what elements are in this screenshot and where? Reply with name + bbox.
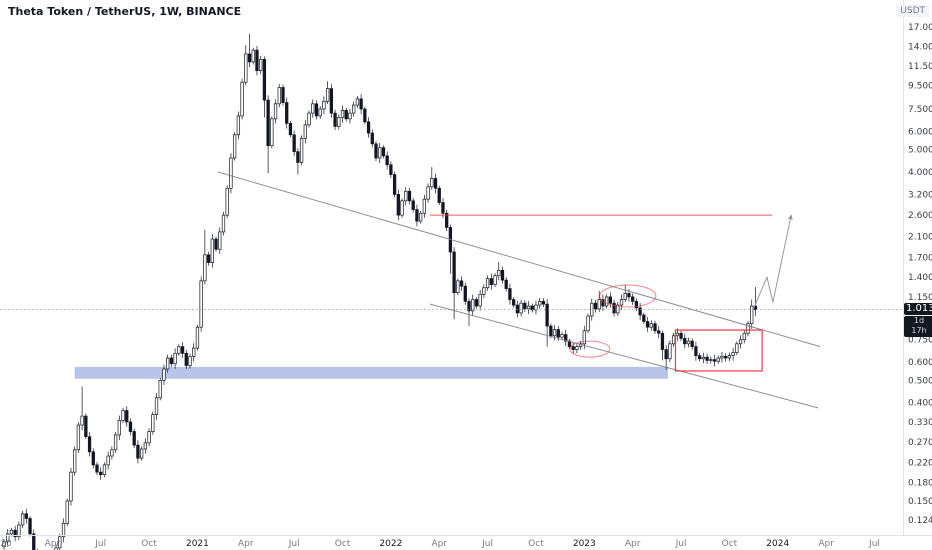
time-tick-label: Oct — [335, 539, 351, 549]
price-axis[interactable]: 17.000 14.000 11.500 9.500 7.500 6.000 5.000 4.… — [908, 23, 932, 526]
time-tick-label: Oct — [722, 539, 738, 549]
price-tick-label: 4.000 — [908, 168, 932, 178]
projection-arrow[interactable] — [751, 214, 793, 313]
time-tick-label: 2021 — [186, 539, 209, 549]
time-tick-label: 2023 — [573, 539, 596, 549]
support-zone[interactable] — [74, 366, 669, 379]
bar-countdown-badge: 1d 17h — [904, 316, 932, 337]
price-tick-label: 1.400 — [908, 273, 932, 283]
time-tick-label: Apr — [431, 539, 447, 549]
time-tick-label: Jul — [481, 539, 493, 549]
quote-currency-label[interactable]: USDT — [896, 5, 929, 17]
price-tick-label: 0.600 — [908, 358, 932, 368]
annotation-arc[interactable] — [569, 340, 611, 358]
price-tick-label: 6.000 — [908, 127, 932, 137]
time-tick-label: Jul — [675, 539, 687, 549]
price-tick-label: 0.180 — [908, 479, 932, 489]
price-tick-label: 11.500 — [908, 62, 932, 72]
symbol-title[interactable]: Theta Token / TetherUS, 1W, BINANCE — [8, 5, 242, 18]
time-tick-label: 20 — [0, 539, 12, 549]
annotation-arc[interactable] — [599, 284, 657, 308]
last-price-badge: 1.013 — [904, 303, 932, 315]
time-tick-label: Jul — [868, 539, 880, 549]
price-tick-label: 0.500 — [908, 376, 932, 386]
price-tick-label: 0.150 — [908, 497, 932, 507]
price-tick-label: 0.330 — [908, 418, 932, 428]
time-tick-label: Apr — [625, 539, 641, 549]
price-tick-label: 0.220 — [908, 459, 932, 469]
time-tick-label: 2022 — [379, 539, 402, 549]
descending-channel-upper[interactable] — [217, 171, 821, 348]
price-tick-label: 7.500 — [908, 105, 932, 115]
time-tick-label: Apr — [238, 539, 254, 549]
price-tick-label: 0.750 — [908, 336, 932, 346]
price-tick-label: 1.700 — [908, 254, 932, 264]
price-tick-label: 2.100 — [908, 233, 932, 243]
price-tick-label: 0.270 — [908, 438, 932, 448]
price-tick-label: 17.000 — [908, 23, 932, 33]
price-tick-label: 0.400 — [908, 399, 932, 409]
time-tick-label: Jul — [288, 539, 300, 549]
time-tick-label: Apr — [45, 539, 61, 549]
price-tick-label: 9.500 — [908, 81, 932, 91]
resistance-box[interactable] — [674, 329, 763, 372]
price-tick-label: 3.200 — [908, 190, 932, 200]
time-tick-label: Oct — [141, 539, 157, 549]
time-tick-label: Oct — [528, 539, 544, 549]
price-tick-label: 0.124 — [908, 516, 932, 526]
price-tick-label: 14.000 — [908, 42, 932, 52]
descending-channel-lower[interactable] — [429, 303, 819, 409]
time-tick-label: Apr — [818, 539, 834, 549]
candles-layer — [2, 33, 758, 550]
price-tick-label: 1.150 — [908, 293, 932, 303]
time-axis[interactable]: 20 Apr Jul Oct 2021 Apr Jul Oct 2022 Apr Jul Oct 202… — [0, 539, 880, 549]
time-tick-label: 2024 — [766, 539, 789, 549]
price-tick-label: 2.600 — [908, 211, 932, 221]
time-tick-label: Jul — [94, 539, 106, 549]
price-tick-label: 5.000 — [908, 146, 932, 156]
